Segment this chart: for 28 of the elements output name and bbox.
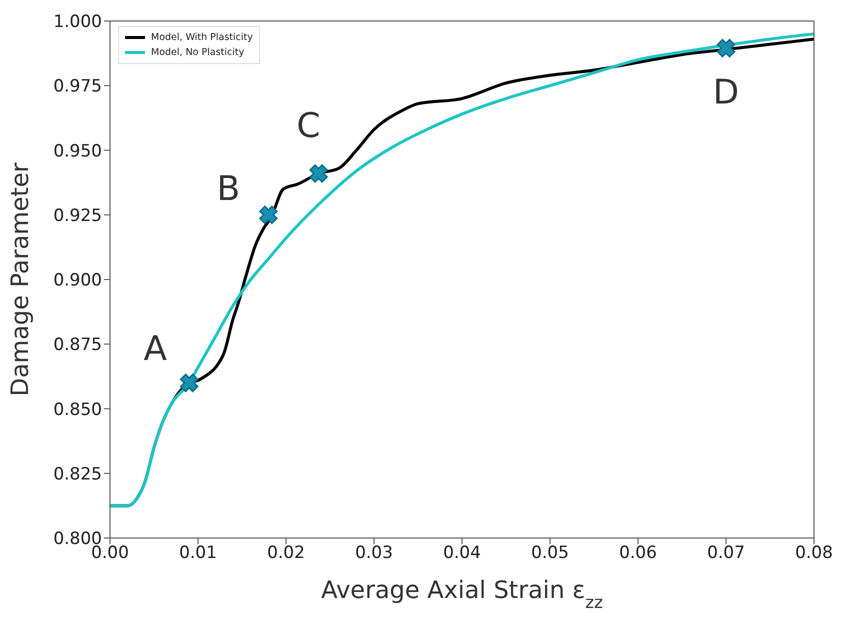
annotation: C [296,106,320,146]
point [259,206,278,224]
x-axis-title: Average Axial Strain ε$_{zz}$ [321,576,604,612]
y-axis-title: Damage Parameter [6,162,34,396]
x-tick-label: 0.02 [267,543,305,564]
x-tick-label: 0.05 [531,543,569,564]
annotation: A [144,329,167,370]
x-tick-label: 0.03 [355,543,393,564]
point [309,164,328,183]
x-tick-label: 0.01 [179,543,217,564]
x-tick-label: 0.07 [707,543,745,564]
y-tick-label: 0.850 [53,400,102,420]
y-tick-label: 1.000 [53,12,102,32]
y-tick-label: 0.825 [53,464,102,484]
y-tick-label: 0.975 [53,76,102,97]
annotation: B [216,169,240,210]
y-tick-label: 0.875 [53,335,102,356]
legend-label: Model, With Plasticity [151,31,253,45]
y-tick-label: 0.925 [53,206,102,226]
x-tick-label: 0.08 [795,543,833,564]
legend-label: Model, No Plasticity [151,46,244,60]
x-tick-label: 0.06 [619,543,657,564]
y-tick-label: 0.950 [53,141,102,162]
point [180,374,198,392]
y-tick-label: 0.900 [53,270,102,291]
annotation: D [712,72,740,112]
x-tick-label: 0.04 [443,543,481,564]
point [716,38,736,58]
